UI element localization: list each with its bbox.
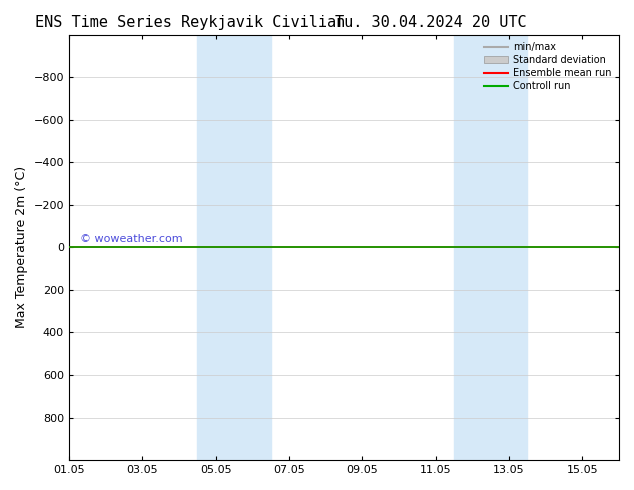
Text: © woweather.com: © woweather.com [80,234,183,244]
Text: Tu. 30.04.2024 20 UTC: Tu. 30.04.2024 20 UTC [335,15,527,30]
Bar [197,35,271,460]
Legend: min/max, Standard deviation, Ensemble mean run, Controll run: min/max, Standard deviation, Ensemble me… [481,40,614,94]
Text: ENS Time Series Reykjavik Civilian: ENS Time Series Reykjavik Civilian [35,15,346,30]
Bar [454,35,527,460]
Y-axis label: Max Temperature 2m (°C): Max Temperature 2m (°C) [15,166,28,328]
